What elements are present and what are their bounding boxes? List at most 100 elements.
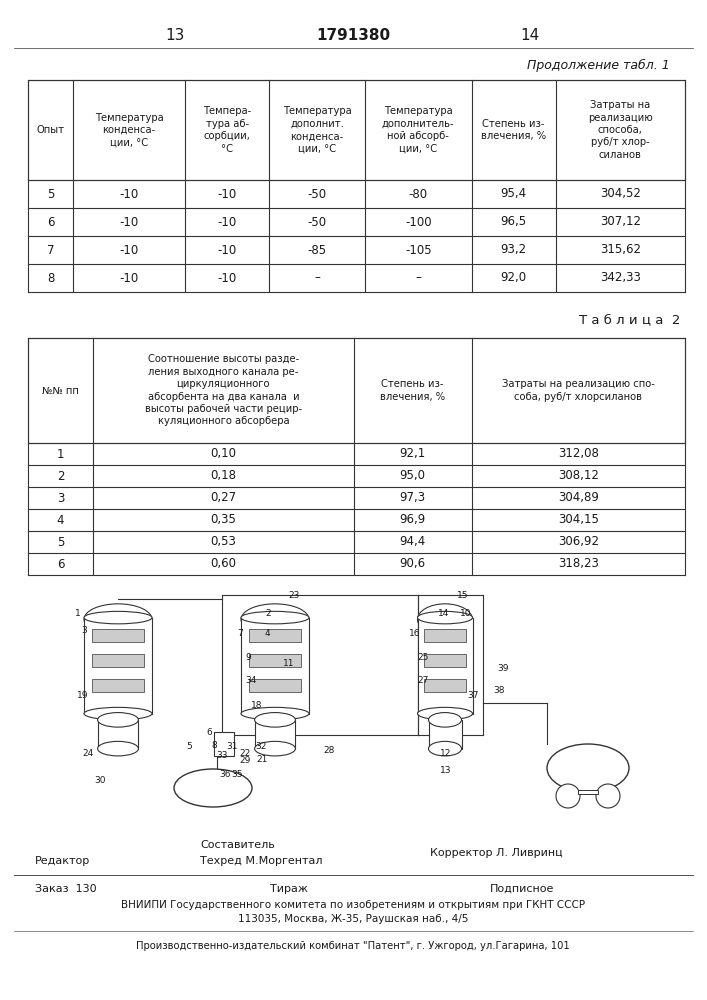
Text: 90,6: 90,6 xyxy=(399,558,426,570)
Text: 96,5: 96,5 xyxy=(501,216,527,229)
Text: 0,35: 0,35 xyxy=(211,514,236,526)
Circle shape xyxy=(556,784,580,808)
Text: 4: 4 xyxy=(265,629,271,638)
Text: 14: 14 xyxy=(438,609,450,618)
Ellipse shape xyxy=(418,604,472,635)
Ellipse shape xyxy=(241,611,309,624)
Text: -105: -105 xyxy=(405,243,431,256)
Text: 11: 11 xyxy=(283,659,295,668)
Bar xyxy=(249,679,301,692)
Text: 308,12: 308,12 xyxy=(558,470,599,483)
Text: 13: 13 xyxy=(165,27,185,42)
Text: 0,10: 0,10 xyxy=(210,448,236,460)
Text: -10: -10 xyxy=(218,216,237,229)
Text: 36: 36 xyxy=(219,770,230,779)
Ellipse shape xyxy=(98,713,139,727)
Text: 342,33: 342,33 xyxy=(600,271,641,284)
Text: ВНИИПИ Государственного комитета по изобретениям и открытиям при ГКНТ СССР: ВНИИПИ Государственного комитета по изоб… xyxy=(121,900,585,910)
Text: 35: 35 xyxy=(231,770,243,779)
Text: -10: -10 xyxy=(218,243,237,256)
Bar xyxy=(84,618,152,714)
Text: 25: 25 xyxy=(417,653,428,662)
Text: 24: 24 xyxy=(82,749,93,758)
Ellipse shape xyxy=(174,769,252,807)
Text: Затраты на реализацию спо-
соба, руб/т хлорсиланов: Затраты на реализацию спо- соба, руб/т х… xyxy=(502,379,655,402)
Ellipse shape xyxy=(428,713,462,727)
Bar xyxy=(92,679,144,692)
Text: 23: 23 xyxy=(288,591,299,600)
Text: Продолжение табл. 1: Продолжение табл. 1 xyxy=(527,58,670,72)
Text: 32: 32 xyxy=(255,742,267,751)
Text: 4: 4 xyxy=(57,514,64,526)
Text: 0,53: 0,53 xyxy=(211,536,236,548)
Bar xyxy=(255,720,296,749)
Text: 0,27: 0,27 xyxy=(210,491,236,504)
Text: 2: 2 xyxy=(57,470,64,483)
Circle shape xyxy=(596,784,620,808)
Text: 304,15: 304,15 xyxy=(558,514,599,526)
Text: 37: 37 xyxy=(467,691,479,700)
Bar xyxy=(98,720,139,749)
Text: 94,4: 94,4 xyxy=(399,536,426,548)
Text: 97,3: 97,3 xyxy=(399,491,426,504)
Ellipse shape xyxy=(418,707,472,720)
Text: 318,23: 318,23 xyxy=(558,558,599,570)
Text: 304,89: 304,89 xyxy=(558,491,599,504)
Bar xyxy=(424,679,466,692)
Text: 0,18: 0,18 xyxy=(210,470,236,483)
Text: Температура
конденса-
ции, °C: Температура конденса- ции, °C xyxy=(95,113,163,147)
Ellipse shape xyxy=(241,707,309,720)
Text: №№ пп: №№ пп xyxy=(42,385,79,395)
Text: 3: 3 xyxy=(57,491,64,504)
Bar xyxy=(28,80,685,180)
Text: 39: 39 xyxy=(497,664,508,673)
Text: 113035, Москва, Ж-35, Раушская наб., 4/5: 113035, Москва, Ж-35, Раушская наб., 4/5 xyxy=(238,914,468,924)
Text: 1791380: 1791380 xyxy=(316,27,390,42)
Bar xyxy=(241,618,309,714)
Text: -10: -10 xyxy=(119,271,139,284)
Text: -50: -50 xyxy=(308,216,327,229)
Text: 7: 7 xyxy=(237,629,243,638)
Text: 7: 7 xyxy=(47,243,54,256)
Text: Степень из-
влечения, %: Степень из- влечения, % xyxy=(380,379,445,402)
Text: Соотношение высоты разде-
ления выходного канала ре-
циркуляционного
абсорбента : Соотношение высоты разде- ления выходног… xyxy=(145,355,302,426)
Text: 28: 28 xyxy=(323,746,334,755)
Text: 6: 6 xyxy=(47,216,54,229)
Text: 93,2: 93,2 xyxy=(501,243,527,256)
Ellipse shape xyxy=(547,744,629,792)
Text: 315,62: 315,62 xyxy=(600,243,641,256)
Bar xyxy=(92,654,144,667)
Text: Опыт: Опыт xyxy=(37,125,64,135)
Bar xyxy=(249,629,301,642)
Text: 34: 34 xyxy=(245,676,257,685)
Text: Производственно-издательский комбинат "Патент", г. Ужгород, ул.Гагарина, 101: Производственно-издательский комбинат "П… xyxy=(136,941,570,951)
Text: Заказ  130: Заказ 130 xyxy=(35,884,97,894)
Ellipse shape xyxy=(241,604,309,635)
Text: 38: 38 xyxy=(493,686,505,695)
Bar xyxy=(424,654,466,667)
Text: Корректор Л. Ливринц: Корректор Л. Ливринц xyxy=(430,848,563,858)
Text: Т а б л и ц а  2: Т а б л и ц а 2 xyxy=(578,314,680,326)
Text: 29: 29 xyxy=(239,756,250,765)
Text: 95,0: 95,0 xyxy=(399,470,426,483)
Text: 15: 15 xyxy=(457,591,469,600)
Text: 13: 13 xyxy=(440,766,452,775)
Text: Степень из-
влечения, %: Степень из- влечения, % xyxy=(481,119,547,141)
Bar xyxy=(214,732,234,756)
Text: 5: 5 xyxy=(57,536,64,548)
Text: –: – xyxy=(415,271,421,284)
Bar xyxy=(249,654,301,667)
Text: 5: 5 xyxy=(186,742,192,751)
Text: Техред М.Моргентал: Техред М.Моргентал xyxy=(200,856,322,866)
Text: 14: 14 xyxy=(520,27,539,42)
Text: 1: 1 xyxy=(57,448,64,460)
Text: 306,92: 306,92 xyxy=(558,536,599,548)
Text: 5: 5 xyxy=(47,188,54,200)
Text: Температура
дополнит.
конденса-
ции, °C: Температура дополнит. конденса- ции, °C xyxy=(283,106,351,154)
Text: 8: 8 xyxy=(47,271,54,284)
Ellipse shape xyxy=(255,741,296,756)
Text: -10: -10 xyxy=(119,216,139,229)
Text: 1: 1 xyxy=(75,609,81,618)
Text: -10: -10 xyxy=(218,188,237,200)
Text: 10: 10 xyxy=(460,609,472,618)
